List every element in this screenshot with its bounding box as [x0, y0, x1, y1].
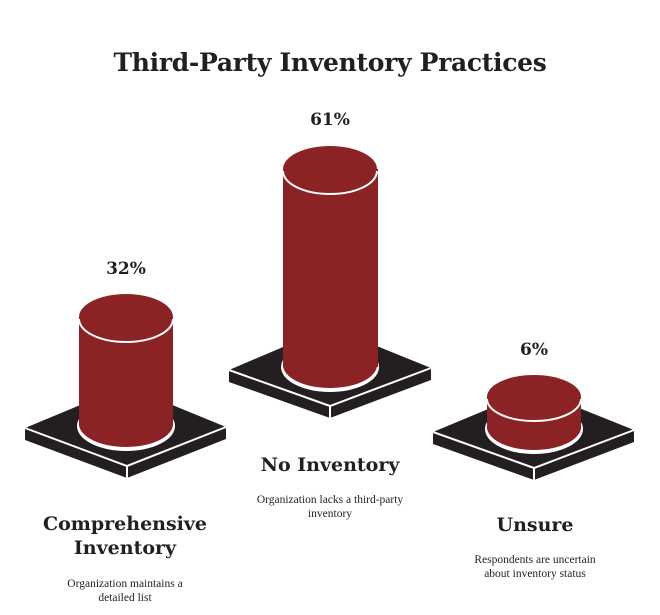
description-line1: Organization lacks a third-party — [256, 494, 404, 506]
description-unsure: Respondents are uncertain about inventor… — [440, 553, 630, 581]
description-line1: Respondents are uncertain — [474, 554, 596, 566]
description-comprehensive: Organization maintains a detailed list — [35, 577, 215, 605]
bar-no-inventory — [228, 146, 432, 418]
value-label-comprehensive: 32% — [106, 259, 146, 279]
value-label-no-inventory: 61% — [310, 110, 350, 130]
description-line2: inventory — [307, 508, 353, 520]
chart-title: Third-Party Inventory Practices — [113, 48, 547, 77]
bar-comprehensive-inventory — [24, 294, 227, 478]
value-label-unsure: 6% — [520, 340, 548, 360]
description-line1: Organization maintains a — [67, 578, 183, 590]
category-label-comprehensive: Comprehensive Inventory — [20, 512, 230, 560]
description-line2: about inventory status — [484, 568, 586, 580]
description-no-inventory: Organization lacks a third-party invento… — [230, 493, 430, 521]
cylinder — [485, 375, 583, 454]
bar-unsure — [432, 375, 635, 480]
category-label-unsure: Unsure — [496, 514, 574, 536]
description-line2: detailed list — [98, 592, 152, 604]
category-label-no-inventory: No Inventory — [260, 454, 400, 476]
category-label-line2: Inventory — [73, 537, 177, 559]
cylinder — [281, 146, 379, 392]
category-label-line1: Comprehensive — [42, 513, 208, 535]
cylinder — [77, 294, 175, 451]
